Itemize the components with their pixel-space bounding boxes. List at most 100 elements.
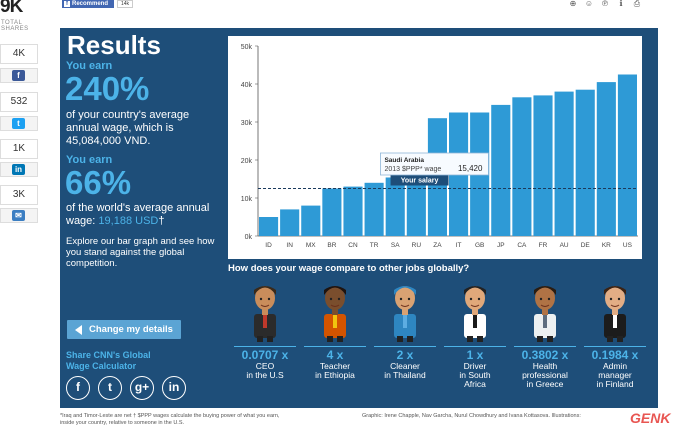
- y-tick-label: 10k: [241, 196, 253, 203]
- x-tick-label: TR: [370, 242, 379, 249]
- chart-bar: [343, 186, 363, 236]
- recommend-count: 14k: [117, 0, 133, 8]
- chart-bar: [554, 91, 574, 236]
- tooltip-value: 15,420: [458, 164, 483, 173]
- job-name-line-1: CEO: [255, 361, 275, 371]
- wage-bar-chart: 0k 10k 20k 30k 40k 50k ID IN MX BR CN TR SA RU ZA IT GB J…: [228, 36, 642, 259]
- x-tick-label: BR: [327, 242, 336, 249]
- email-icon: ✉: [12, 210, 25, 221]
- chart-bar: [364, 182, 384, 236]
- you-earn-label-1: You earn: [66, 60, 113, 72]
- footnote-line-2: inside your country, relative to someone…: [60, 420, 185, 426]
- twitter-share-count: 532: [0, 92, 38, 112]
- total-shares-count: 9K: [0, 0, 23, 17]
- chart-bar: [385, 177, 405, 236]
- job-card: 0.0707 x CEO in the U.S: [230, 280, 300, 392]
- job-name-line-1: Cleaner: [390, 361, 420, 371]
- world-text-1: of the world's average annual: [66, 202, 210, 214]
- job-card: 4 x Teacher in Ethiopia: [300, 280, 370, 392]
- linkedin-share-button[interactable]: in: [0, 162, 38, 177]
- x-tick-label: KR: [602, 242, 611, 249]
- change-details-button[interactable]: Change my details: [67, 320, 181, 339]
- googleplus-icon[interactable]: g+: [130, 376, 154, 400]
- person-figure-icon: [324, 286, 346, 342]
- facebook-share-button[interactable]: f: [0, 68, 38, 83]
- job-divider: [514, 346, 576, 347]
- person-figure-icon: [254, 286, 276, 342]
- jobs-title: How does your wage compare to other jobs…: [228, 263, 470, 274]
- info-icon[interactable]: ℹ: [619, 0, 623, 8]
- world-wage-value: 19,188 USD: [98, 215, 159, 227]
- footnote-line-1: *Iraq and Timor-Leste are net † $PPP wag…: [60, 413, 280, 419]
- country-text-1: of your country's average: [66, 109, 190, 121]
- x-tick-label: JP: [497, 242, 505, 249]
- top-toolbar-icons: ⊕ ☺ ℗ ℹ ⎙: [568, 0, 642, 8]
- email-share-count: 3K: [0, 185, 38, 205]
- facebook-recommend-button[interactable]: f Recommend: [62, 0, 114, 8]
- linkedin-icon: in: [12, 164, 25, 175]
- job-name-line-2: in South: [459, 370, 491, 380]
- person-figure-icon: [394, 286, 416, 342]
- chart-bar: [491, 104, 511, 237]
- x-tick-label: IN: [286, 242, 293, 249]
- x-tick-label: US: [623, 242, 633, 249]
- chart-bar: [259, 217, 279, 236]
- share-icon[interactable]: ⊕: [569, 0, 577, 8]
- facebook-icon: f: [64, 1, 70, 7]
- pinterest-icon[interactable]: ℗: [602, 0, 608, 8]
- chart-bar: [596, 82, 616, 236]
- facebook-icon: f: [12, 70, 25, 81]
- x-tick-label: RU: [412, 242, 422, 249]
- jobs-row: 0.0707 x CEO in the U.S 4 x Teacher in Ethiop…: [230, 280, 650, 392]
- job-name-line-2: in Ethiopia: [315, 370, 355, 380]
- change-details-label: Change my details: [89, 324, 173, 335]
- chart-bar: [512, 97, 532, 236]
- job-card: 0.1984 x Admin manager in Finland: [580, 280, 650, 392]
- x-tick-label: ID: [265, 242, 272, 249]
- job-name-line-1: Driver: [463, 361, 487, 371]
- chart-svg: 0k 10k 20k 30k 40k 50k ID IN MX BR CN TR SA RU ZA IT GB J…: [241, 44, 638, 249]
- reddit-icon[interactable]: ☺: [584, 0, 594, 8]
- facebook-icon[interactable]: f: [66, 376, 90, 400]
- job-multiplier: 2 x: [396, 348, 414, 362]
- y-tick-label: 50k: [241, 44, 253, 51]
- job-name-line-2: professional: [522, 370, 568, 380]
- print-icon[interactable]: ⎙: [633, 0, 641, 8]
- job-name-line-3: in Finland: [596, 379, 634, 389]
- job-name-line-1: Teacher: [319, 361, 351, 371]
- job-name-line-2: in Thailand: [384, 370, 426, 380]
- job-name: CEO in the U.S: [230, 362, 300, 380]
- watermark-logo: GENK: [630, 410, 671, 426]
- chart-bar: [617, 74, 637, 236]
- job-divider: [584, 346, 646, 347]
- job-name-line-2: manager: [598, 370, 632, 380]
- x-tick-label: GB: [475, 242, 484, 249]
- job-name-line-1: Admin: [602, 361, 628, 371]
- x-tick-label: AU: [560, 242, 569, 249]
- total-shares-label: TOTAL SHARES: [1, 20, 29, 32]
- person-figure-icon: [604, 286, 626, 342]
- job-multiplier: 1 x: [466, 348, 484, 362]
- y-tick-label: 20k: [241, 158, 253, 165]
- job-divider: [374, 346, 436, 347]
- twitter-share-button[interactable]: t: [0, 116, 38, 131]
- x-tick-label: MX: [306, 242, 316, 249]
- email-share-button[interactable]: ✉: [0, 208, 38, 223]
- world-percentage: 66%: [65, 164, 132, 201]
- job-name: Admin manager in Finland: [580, 362, 650, 389]
- x-tick-label: CN: [348, 242, 358, 249]
- y-tick-label: 30k: [241, 120, 253, 127]
- twitter-icon[interactable]: t: [98, 376, 122, 400]
- job-multiplier: 0.1984 x: [591, 348, 639, 362]
- facebook-share-count: 4K: [0, 44, 38, 64]
- job-card: 2 x Cleaner in Thailand: [370, 280, 440, 392]
- back-arrow-icon: [75, 325, 82, 335]
- linkedin-icon[interactable]: in: [162, 376, 186, 400]
- job-multiplier: 0.3802 x: [521, 348, 569, 362]
- x-tick-label: FR: [539, 242, 548, 249]
- job-name-line-1: Health: [532, 361, 558, 371]
- tooltip-label: 2013 $PPP* wage: [384, 166, 441, 173]
- x-tick-label: DE: [581, 242, 591, 249]
- tooltip-country: Saudi Arabia: [384, 157, 424, 164]
